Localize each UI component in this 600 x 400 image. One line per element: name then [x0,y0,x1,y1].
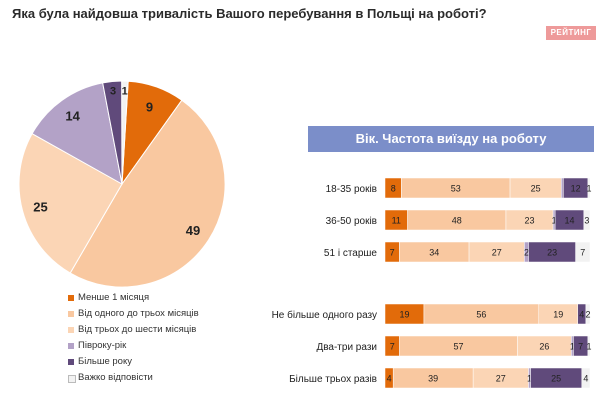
bar-data-label: 27 [496,374,506,384]
bar-segment [587,177,591,199]
bar-segment [581,367,591,389]
pie-data-label: 1 [122,85,128,97]
legend-item-hard-to-answer: Важко відповісти [68,372,268,386]
legend-label: Більше року [78,356,132,367]
bar-data-label: 8 [391,184,396,194]
bar-data-label: 25 [531,184,541,194]
bar-data-label: 1 [570,342,575,352]
pie-data-label: 9 [146,99,153,114]
pie-slice [69,99,226,288]
pie-slice [121,80,129,185]
pie-data-label: 14 [65,109,80,124]
legend-swatch [68,343,74,349]
bar-data-label: 2 [585,310,590,320]
panel-title: Вік. Частота виїзду на роботу [308,126,594,152]
legend-label: Півроку-рік [78,340,127,351]
pie-data-label: 3 [110,86,116,98]
legend-item-3-6-months: Від трьох до шести місяців [68,324,268,338]
bar-data-label: 34 [429,248,439,258]
legend-item-more-than-year: Більше року [68,356,268,370]
bar-category-label: 36-50 років [326,216,377,227]
bar-data-label: 12 [571,184,581,194]
pie-slice [31,82,123,185]
bar-data-label: 26 [539,342,549,352]
question-title: Яка була найдовша тривалість Вашого пере… [12,6,487,21]
bar-data-label: 7 [390,248,395,258]
bar-category-label: Більше трьох разів [289,374,377,385]
bar-data-label: 19 [553,310,563,320]
legend-swatch [68,311,74,317]
pie-data-label: 25 [33,199,47,214]
bar-data-label: 2 [524,248,529,258]
bar-data-label: 14 [564,216,574,226]
legend-label: Менше 1 місяця [78,292,150,303]
bar-segment [575,241,591,263]
bar-data-label: 7 [390,342,395,352]
bar-data-label: 3 [584,216,589,226]
bar-data-label: 56 [476,310,486,320]
bar-data-label: 4 [583,374,588,384]
bar-data-label: 1 [586,184,591,194]
legend-swatch [68,375,76,383]
bar-data-label: 4 [579,310,584,320]
bar-segment [561,177,564,199]
bar-data-label: 7 [580,248,585,258]
bar-data-label: 1 [527,374,532,384]
bar-segment [587,335,591,357]
bar-data-label: 57 [454,342,464,352]
pie-slice [18,132,123,274]
bar-data-label: 1 [586,342,591,352]
bar-category-label: 51 і старше [324,248,378,259]
bar-data-label: 23 [525,216,535,226]
legend-item-1-3-months: Від одного до трьох місяців [68,308,268,322]
bar-segment [583,209,591,231]
legend-label: Від трьох до шести місяців [78,324,197,335]
bar-data-label: 25 [551,374,561,384]
bar-data-label: 1 [552,216,557,226]
bar-data-label: 19 [399,310,409,320]
bar-data-label: 39 [428,374,438,384]
legend-label: Важко відповісти [78,372,153,383]
legend-swatch [68,327,74,333]
bar-data-label: 48 [452,216,462,226]
legend-label: Від одного до трьох місяців [78,308,199,319]
bar-data-label: 53 [451,184,461,194]
bar-data-label: 4 [387,374,392,384]
bar-data-label: 11 [392,216,401,226]
bar-category-label: 18-35 років [326,184,377,195]
bar-category-label: Два-три рази [316,342,377,353]
legend-swatch [68,295,74,301]
bar-data-label: 7 [578,342,583,352]
pie-data-label: 49 [186,223,200,238]
legend-item-less-1-month: Менше 1 місяця [68,292,268,306]
bar-category-label: Не більше одного разу [272,309,377,321]
rating-logo: РЕЙТИНГ [546,26,596,40]
legend-swatch [68,359,74,365]
legend-item-half-year-year: Півроку-рік [68,340,268,354]
bar-data-label: 27 [492,248,502,258]
bar-segment [585,303,591,325]
bar-data-label: 23 [547,248,557,258]
